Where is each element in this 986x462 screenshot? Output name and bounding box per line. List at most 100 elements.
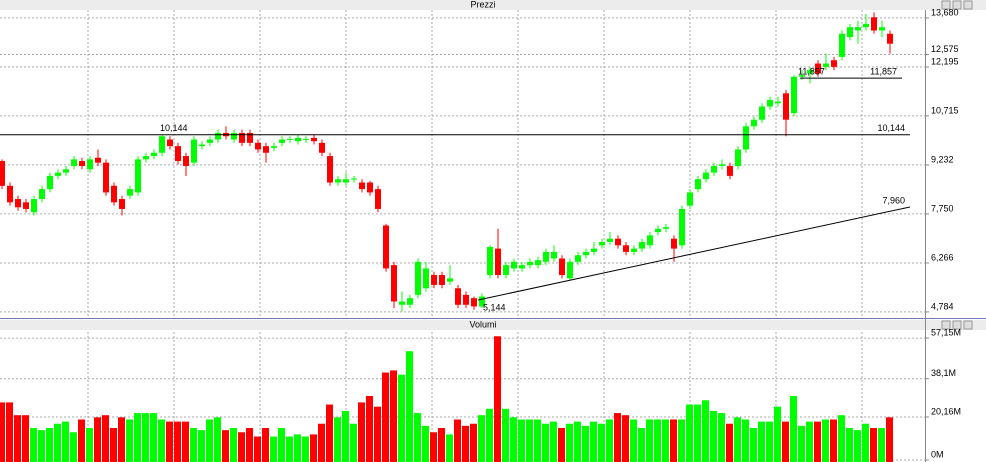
candle-body <box>415 261 421 295</box>
volume-bar <box>206 419 213 462</box>
volume-bar <box>174 421 181 462</box>
volume-bar <box>382 372 389 462</box>
candle-body <box>287 138 293 140</box>
candle-body <box>871 17 877 31</box>
candle-body <box>423 268 429 289</box>
volume-bar <box>46 428 53 462</box>
volume-bar <box>686 404 693 462</box>
candle-body <box>751 119 757 127</box>
candle-body <box>863 23 869 28</box>
y-tick-label: 20,16M <box>931 406 961 416</box>
candle-body <box>615 238 621 246</box>
volume-bar <box>158 419 165 462</box>
y-tick-label: 9,232 <box>931 154 954 164</box>
volume-bar <box>78 419 85 462</box>
candle-body <box>567 261 573 279</box>
close-button[interactable] <box>963 320 973 330</box>
y-tick-label: 57,15M <box>931 327 961 337</box>
volume-bar <box>854 430 861 462</box>
candle-body <box>623 245 629 252</box>
candle-body <box>191 139 197 163</box>
maximize-button[interactable] <box>952 320 962 330</box>
candle-body <box>559 258 565 276</box>
candle-body <box>143 156 149 160</box>
candle-body <box>119 199 125 209</box>
candle-body <box>71 159 77 166</box>
volume-bar <box>662 419 669 462</box>
y-tick-label: 7,750 <box>931 203 954 213</box>
candle-body <box>383 225 389 269</box>
minimize-button[interactable] <box>941 0 951 10</box>
volume-bar <box>478 415 485 462</box>
candle-body <box>711 165 717 173</box>
volume-bar <box>710 410 717 462</box>
candle-body <box>671 238 677 249</box>
candle-body <box>367 182 373 193</box>
volume-bar <box>414 413 421 462</box>
volume-bar <box>718 413 725 462</box>
volume-header <box>0 320 986 330</box>
candle-body <box>647 235 653 246</box>
volume-bar <box>678 419 685 462</box>
candle-body <box>167 139 173 147</box>
candle-body <box>479 296 485 307</box>
close-button[interactable] <box>963 0 973 10</box>
volume-bar <box>590 421 597 462</box>
candle-body <box>847 27 853 38</box>
candle-body <box>151 152 157 157</box>
trend-label: 5,144 <box>483 302 506 312</box>
minimize-button[interactable] <box>941 320 951 330</box>
candle-body <box>839 33 845 57</box>
candle-body <box>7 185 13 203</box>
volume-bar <box>214 417 221 462</box>
volume-bar <box>654 419 661 462</box>
candle-body <box>31 199 37 213</box>
candle-body <box>471 298 477 307</box>
candle-body <box>551 251 557 259</box>
candle-body <box>591 248 597 252</box>
volume-bar <box>0 402 5 462</box>
volume-bar <box>94 417 101 462</box>
candle-body <box>455 288 461 305</box>
candle-body <box>0 161 5 186</box>
volume-bar <box>446 434 453 462</box>
volume-bar <box>238 432 245 462</box>
panel-title: Prezzi <box>470 0 495 9</box>
volume-bar <box>22 415 29 462</box>
volume-bar <box>814 421 821 462</box>
y-tick-label: 12,195 <box>931 56 959 66</box>
volume-bar <box>734 417 741 462</box>
volume-bar <box>246 428 253 462</box>
candle-body <box>295 137 301 142</box>
candle-body <box>639 241 645 249</box>
volume-bar <box>502 408 509 462</box>
candle-body <box>655 228 661 233</box>
candle-body <box>799 75 805 77</box>
candle-body <box>351 178 357 180</box>
trend-label: 7,960 <box>882 195 905 205</box>
volume-bar <box>422 425 429 462</box>
candle-body <box>583 251 589 256</box>
volume-bar <box>134 413 141 462</box>
candle-body <box>183 156 189 166</box>
volume-bar <box>782 421 789 462</box>
candle-body <box>239 132 245 143</box>
candle-body <box>199 144 205 147</box>
window-buttons[interactable] <box>941 0 973 330</box>
volume-bar <box>534 419 541 462</box>
volume-bar <box>758 421 765 462</box>
y-tick-label: 0M <box>931 449 944 459</box>
y-tick-label: 12,575 <box>931 44 959 54</box>
volume-bar <box>630 419 637 462</box>
candle-body <box>47 175 53 190</box>
volume-bar <box>822 419 829 462</box>
candle-body <box>815 63 821 74</box>
maximize-button[interactable] <box>952 0 962 10</box>
candle-body <box>439 275 445 285</box>
volume-bar <box>862 423 869 462</box>
candle-body <box>535 260 541 266</box>
candle-body <box>783 93 789 120</box>
candle-body <box>463 294 469 305</box>
volume-bar <box>766 421 773 462</box>
